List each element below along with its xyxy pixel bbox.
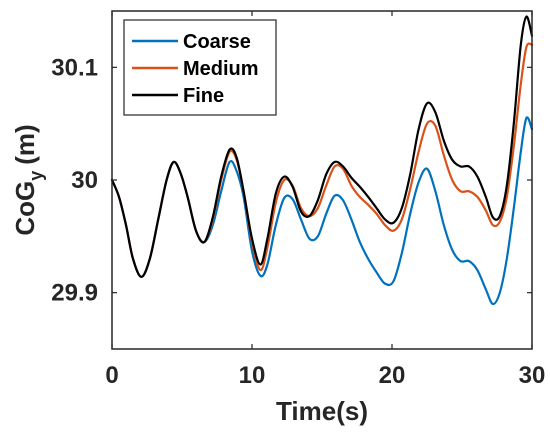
y-axis-label: CoGy (m) xyxy=(10,124,46,235)
x-tick-label: 20 xyxy=(379,362,406,389)
y-tick-label: 30.1 xyxy=(51,54,98,81)
y-axis-label-subscript: y xyxy=(26,171,46,181)
legend-label-fine: Fine xyxy=(183,85,224,107)
legend-label-medium: Medium xyxy=(183,58,259,80)
tick-layer: 0 10 20 30 29.9 30 30.1 xyxy=(51,11,545,389)
x-tick-label: 30 xyxy=(519,362,546,389)
series-layer xyxy=(110,15,534,306)
x-tick-label: 0 xyxy=(105,362,118,389)
y-tick-label: 30 xyxy=(71,167,98,194)
legend-label-coarse: Coarse xyxy=(183,31,251,53)
y-axis-label-unit: (m) xyxy=(10,124,40,164)
x-tick-label: 10 xyxy=(239,362,266,389)
legend: Coarse Medium Fine xyxy=(123,19,277,116)
x-axis-label: Time(s) xyxy=(276,396,368,426)
y-axis-label-main: CoG xyxy=(10,181,40,236)
y-tick-label: 29.9 xyxy=(51,280,98,307)
series-line-fine xyxy=(110,15,534,278)
